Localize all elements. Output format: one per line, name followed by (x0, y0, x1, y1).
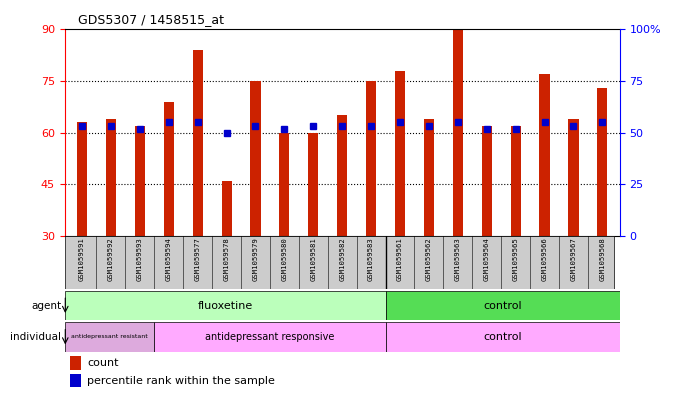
Text: GSM1059578: GSM1059578 (223, 237, 229, 281)
Text: GSM1059592: GSM1059592 (108, 237, 114, 281)
Text: GSM1059581: GSM1059581 (311, 237, 316, 281)
Text: GSM1059582: GSM1059582 (339, 237, 345, 281)
Bar (135, 126, 145, 236)
Bar (65, 322, 155, 352)
Bar (385, 291, 620, 320)
Text: GSM1059562: GSM1059562 (426, 237, 432, 281)
Text: GSM1059583: GSM1059583 (368, 237, 374, 281)
Bar (453, 29, 463, 236)
Bar (221, 181, 232, 236)
Bar (539, 74, 550, 236)
Bar (597, 88, 607, 236)
Text: GSM1059580: GSM1059580 (281, 237, 287, 281)
Text: GDS5307 / 1458515_at: GDS5307 / 1458515_at (78, 13, 224, 26)
Text: agent: agent (31, 301, 61, 310)
Bar (424, 119, 434, 236)
Bar (337, 116, 347, 236)
Text: percentile rank within the sample: percentile rank within the sample (87, 376, 274, 386)
Bar (193, 50, 203, 236)
Text: GSM1059564: GSM1059564 (484, 237, 490, 281)
Text: control: control (484, 301, 522, 310)
Text: antidepressant resistant: antidepressant resistant (71, 334, 148, 340)
Text: GSM1059579: GSM1059579 (253, 237, 259, 281)
Text: control: control (484, 332, 522, 342)
Text: antidepressant responsive: antidepressant responsive (205, 332, 334, 342)
Bar (569, 119, 579, 236)
Bar (77, 122, 87, 236)
Bar (65, 291, 385, 320)
Text: fluoxetine: fluoxetine (197, 301, 253, 310)
Bar (163, 102, 174, 236)
Text: GSM1059577: GSM1059577 (195, 237, 201, 281)
Bar (308, 132, 318, 236)
Bar (106, 119, 116, 236)
Bar (395, 71, 405, 236)
Bar (155, 322, 385, 352)
Text: GSM1059591: GSM1059591 (79, 237, 85, 281)
Bar (70, 374, 81, 387)
Text: GSM1059563: GSM1059563 (455, 237, 461, 281)
Bar (251, 81, 261, 236)
Bar (511, 126, 521, 236)
Text: GSM1059593: GSM1059593 (137, 237, 143, 281)
Text: GSM1059567: GSM1059567 (571, 237, 576, 281)
Bar (481, 126, 492, 236)
Bar (385, 322, 620, 352)
Text: GSM1059565: GSM1059565 (513, 237, 519, 281)
Bar (70, 356, 81, 369)
Text: GSM1059561: GSM1059561 (397, 237, 403, 281)
Text: GSM1059594: GSM1059594 (165, 237, 172, 281)
Text: individual: individual (10, 332, 61, 342)
Text: count: count (87, 358, 118, 368)
Text: GSM1059566: GSM1059566 (541, 237, 548, 281)
Text: GSM1059568: GSM1059568 (599, 237, 605, 281)
Bar (279, 132, 289, 236)
Bar (366, 81, 376, 236)
